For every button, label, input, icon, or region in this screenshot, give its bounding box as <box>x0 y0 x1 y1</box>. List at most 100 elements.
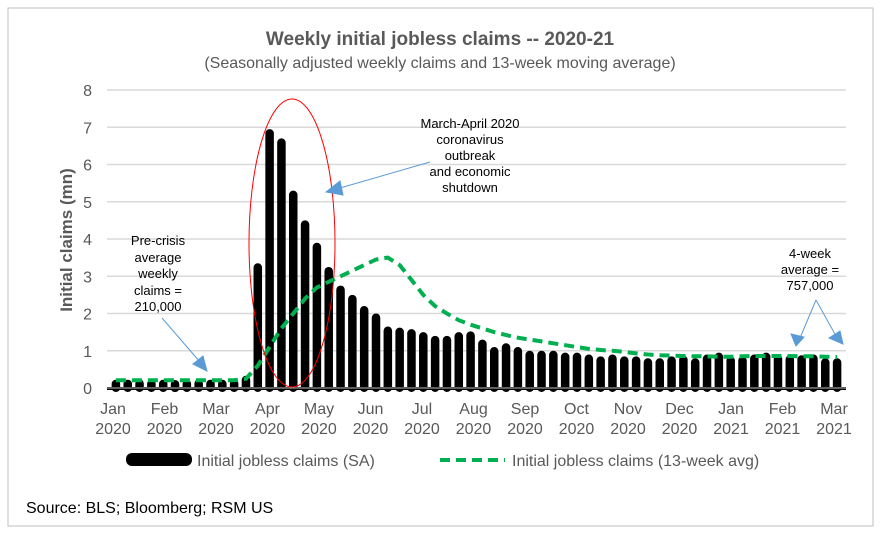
chart-subtitle: (Seasonally adjusted weekly claims and 1… <box>204 55 675 72</box>
x-tick-month: Mar <box>202 401 230 418</box>
x-tick-year: 2020 <box>610 421 646 438</box>
x-tick-month: Jan <box>100 401 126 418</box>
annotation-recent-2: average = <box>781 262 839 277</box>
bar <box>726 356 735 392</box>
bar <box>312 242 322 392</box>
chart-border <box>7 7 874 527</box>
bar <box>750 354 759 392</box>
source-note: Source: BLS; Bloomberg; RSM US <box>26 500 273 517</box>
bar <box>714 352 724 392</box>
annotation-precrisis-3: weekly <box>137 266 178 281</box>
annotation-outbreak-2: coronavirus <box>436 132 504 147</box>
bar <box>572 352 582 392</box>
bar <box>584 354 594 392</box>
bar <box>608 354 617 392</box>
y-axis-label: Initial claims (mn) <box>57 168 76 312</box>
x-tick-month: Sep <box>511 401 540 418</box>
bar <box>324 266 333 392</box>
outbreak-ellipse <box>248 98 336 388</box>
bar <box>667 356 676 392</box>
bar <box>395 327 404 392</box>
bar <box>501 343 511 392</box>
y-tick-label: 1 <box>83 344 92 361</box>
bar <box>277 138 286 392</box>
y-tick-label: 8 <box>83 83 92 100</box>
x-tick-year: 2020 <box>95 421 131 438</box>
legend-bar-label: Initial jobless claims (SA) <box>197 453 375 470</box>
bar <box>702 354 712 392</box>
y-tick-label: 0 <box>83 381 92 398</box>
x-tick-month: Jul <box>412 401 432 418</box>
x-tick-month: Aug <box>459 401 487 418</box>
x-tick-year: 2020 <box>662 421 698 438</box>
bar <box>596 356 605 392</box>
y-tick-label: 6 <box>83 158 92 175</box>
x-tick-month: Nov <box>614 401 642 418</box>
annotation-precrisis-1: Pre-crisis <box>131 233 186 248</box>
x-tick-year: 2021 <box>816 421 852 438</box>
x-tick-year: 2020 <box>301 421 337 438</box>
x-tick-year: 2020 <box>507 421 543 438</box>
bar <box>300 220 310 392</box>
bar <box>679 355 688 392</box>
bar <box>797 355 806 392</box>
bar <box>785 355 795 392</box>
y-tick-label: 5 <box>83 195 92 212</box>
bar <box>336 285 345 392</box>
x-tick-year: 2020 <box>404 421 440 438</box>
recent-arrowhead-1 <box>790 333 805 347</box>
outbreak-arrowhead <box>324 180 344 196</box>
bar <box>809 354 818 392</box>
precrisis-arrow-line <box>161 317 201 363</box>
outbreak-arrow-line <box>339 161 431 189</box>
annotation-precrisis-4: claims = <box>134 283 182 298</box>
annotation-outbreak-3: outbreak <box>445 148 496 163</box>
bar <box>525 350 534 392</box>
x-tick-year: 2020 <box>147 421 183 438</box>
bar <box>466 331 475 392</box>
precrisis-arrowhead <box>192 355 208 372</box>
annotation-outbreak-1: March-April 2020 <box>421 116 520 131</box>
x-tick-month: Feb <box>769 401 797 418</box>
bar <box>253 263 263 392</box>
bar <box>690 358 700 392</box>
bar <box>407 329 416 392</box>
bar <box>655 358 665 392</box>
x-tick-year: 2020 <box>353 421 389 438</box>
annotation-outbreak-5: shutdown <box>442 180 498 195</box>
bar <box>738 356 747 392</box>
x-tick-month: Oct <box>564 401 589 418</box>
y-tick-label: 2 <box>83 307 92 324</box>
bar <box>643 358 653 392</box>
bar <box>348 294 357 392</box>
bar <box>560 352 570 392</box>
bar <box>371 313 381 392</box>
chart-title: Weekly initial jobless claims -- 2020-21 <box>266 29 615 50</box>
bar <box>288 190 298 392</box>
bar <box>419 332 428 392</box>
annotation-precrisis-5: 210,000 <box>135 299 182 314</box>
bar <box>383 326 393 392</box>
x-tick-year: 2020 <box>559 421 595 438</box>
x-tick-month: Feb <box>151 401 179 418</box>
bar <box>631 356 641 392</box>
annotation-recent-3: 757,000 <box>787 278 834 293</box>
annotation-recent-1: 4-week <box>789 246 831 261</box>
y-tick-label: 4 <box>83 232 92 249</box>
x-tick-year: 2020 <box>198 421 234 438</box>
recent-arrowhead-2 <box>827 330 844 345</box>
bar <box>513 347 523 392</box>
bar <box>832 358 842 392</box>
legend-bar-swatch <box>126 453 192 466</box>
annotation-outbreak-4: and economic <box>430 164 511 179</box>
bar <box>489 347 499 392</box>
x-tick-month: Dec <box>665 401 693 418</box>
recent-arrow-line-2 <box>815 299 837 337</box>
bar <box>821 358 830 392</box>
bar <box>442 335 452 392</box>
bar <box>359 306 369 392</box>
x-tick-month: Jun <box>358 401 384 418</box>
x-tick-month: May <box>304 401 334 418</box>
